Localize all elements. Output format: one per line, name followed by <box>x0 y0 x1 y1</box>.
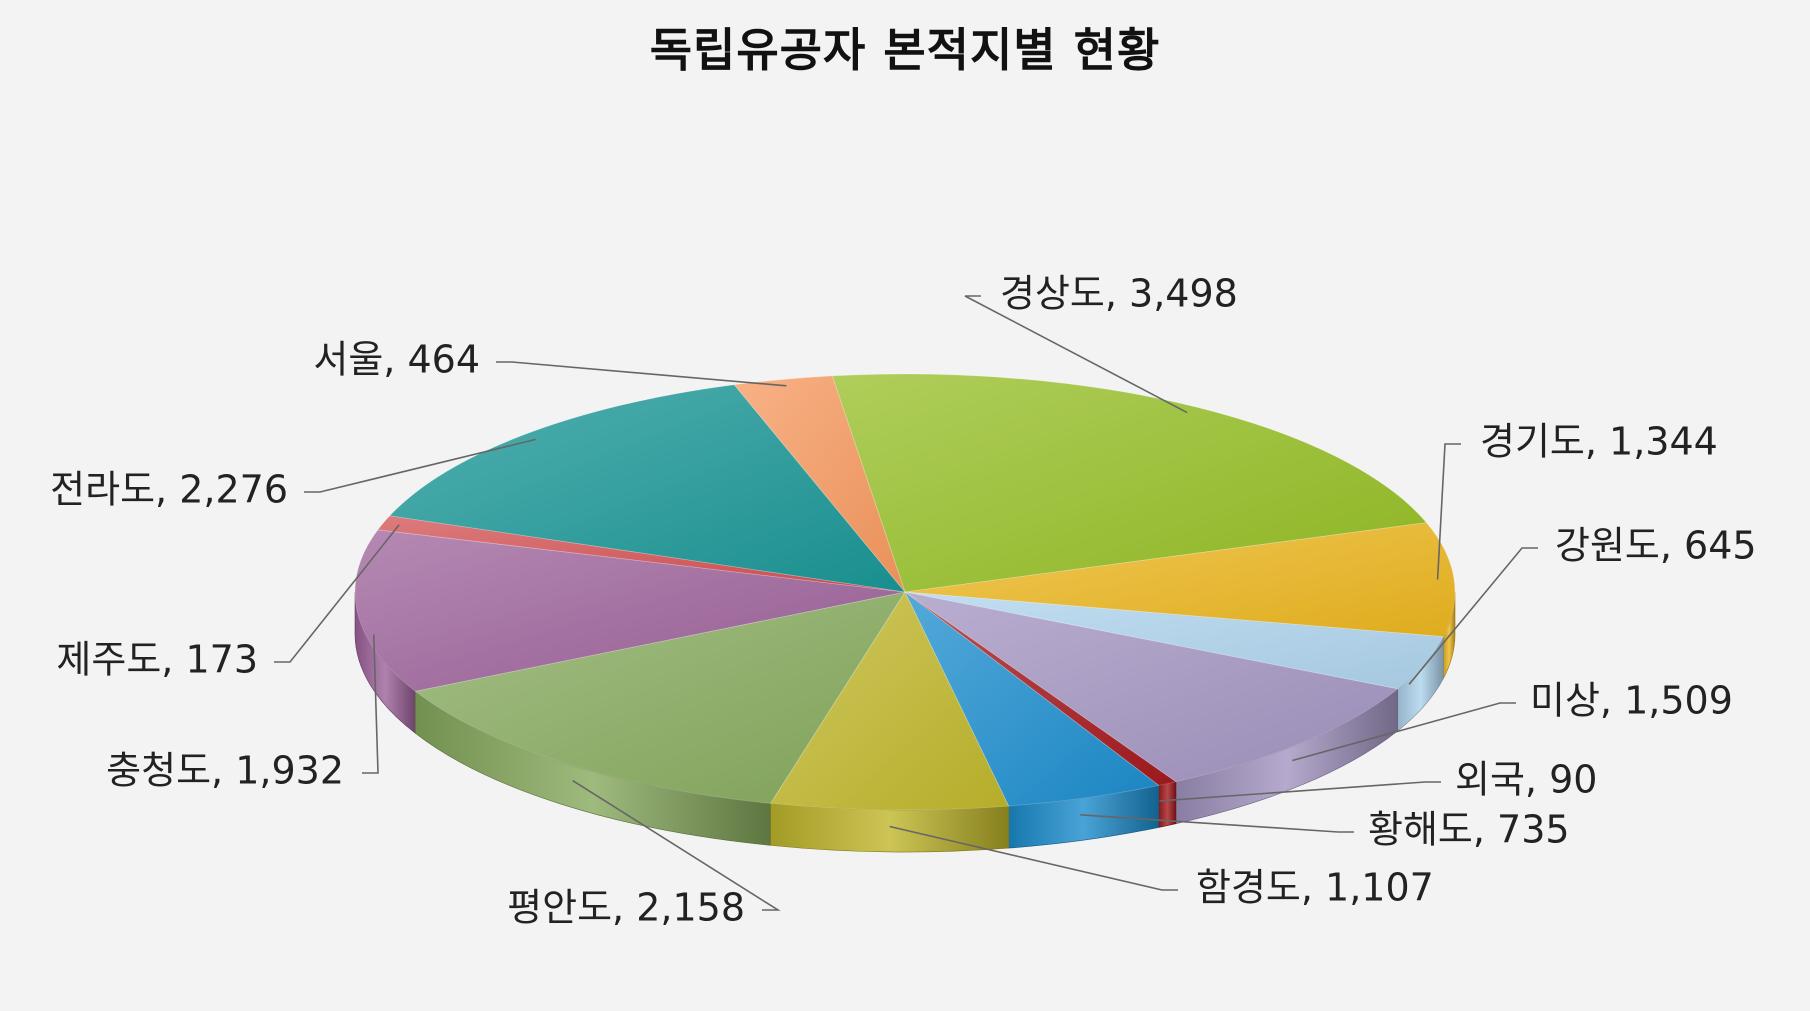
pie-slice-함경도 <box>769 591 1010 811</box>
leader-line-경상도 <box>964 295 1188 414</box>
data-label-제주도: 제주도, 173 <box>56 638 258 682</box>
leader-line-외국 <box>1159 781 1441 802</box>
pie-slice-평안도 <box>414 591 906 804</box>
data-label-충청도: 충청도, 1,932 <box>106 749 344 793</box>
data-label-강원도: 강원도, 645 <box>1555 524 1757 568</box>
data-label-황해도: 황해도, 735 <box>1368 808 1570 852</box>
leader-line-강원도 <box>1408 547 1538 685</box>
data-label-경상도: 경상도, 3,498 <box>1000 272 1238 316</box>
leader-line-제주도 <box>274 524 400 663</box>
leader-line-전라도 <box>304 438 536 493</box>
data-label-경기도: 경기도, 1,344 <box>1480 420 1718 464</box>
data-label-미상: 미상, 1,509 <box>1530 679 1733 723</box>
data-label-평안도: 평안도, 2,158 <box>507 886 745 930</box>
chart-title: 독립유공자 본적지별 현황 <box>649 23 1161 77</box>
data-label-전라도: 전라도, 2,276 <box>50 468 288 512</box>
pie-side-함경도 <box>770 803 1009 853</box>
pie-slice-충청도 <box>354 529 906 692</box>
pie-slice-외국 <box>904 591 1177 786</box>
pie-slice-전라도 <box>388 384 906 593</box>
leader-lines <box>274 295 1538 911</box>
pie-slice-경상도 <box>831 373 1428 593</box>
data-label-서울: 서울, 464 <box>313 338 480 382</box>
leader-line-서울 <box>496 361 787 387</box>
pie-slice-제주도 <box>377 515 906 593</box>
leader-line-경기도 <box>1436 443 1461 580</box>
leader-line-충청도 <box>362 634 379 774</box>
data-label-함경도: 함경도, 1,107 <box>1196 866 1434 910</box>
pie-slice-경기도 <box>904 522 1456 638</box>
pie-slice-미상 <box>904 591 1399 783</box>
leader-line-함경도 <box>889 825 1178 891</box>
leader-line-평안도 <box>572 779 781 911</box>
pie-slice-강원도 <box>904 591 1444 690</box>
leader-line-미상 <box>1292 702 1516 762</box>
slice-labels: 경상도, 3,498 경기도, 1,344 강원도, 645 미상, 1,509 외국,… <box>50 272 1756 930</box>
pie-slice-황해도 <box>904 591 1160 807</box>
pie-slice-서울 <box>733 375 906 593</box>
pie-tops <box>354 373 1456 811</box>
data-label-외국: 외국, 90 <box>1455 758 1597 802</box>
leader-line-황해도 <box>1080 814 1354 833</box>
